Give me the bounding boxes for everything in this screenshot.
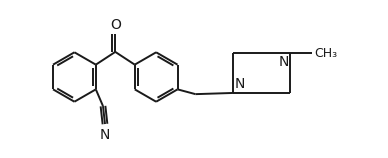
Text: O: O: [110, 18, 121, 32]
Text: CH₃: CH₃: [314, 47, 337, 60]
Text: N: N: [100, 128, 110, 142]
Text: N: N: [235, 77, 245, 91]
Text: N: N: [279, 55, 289, 70]
